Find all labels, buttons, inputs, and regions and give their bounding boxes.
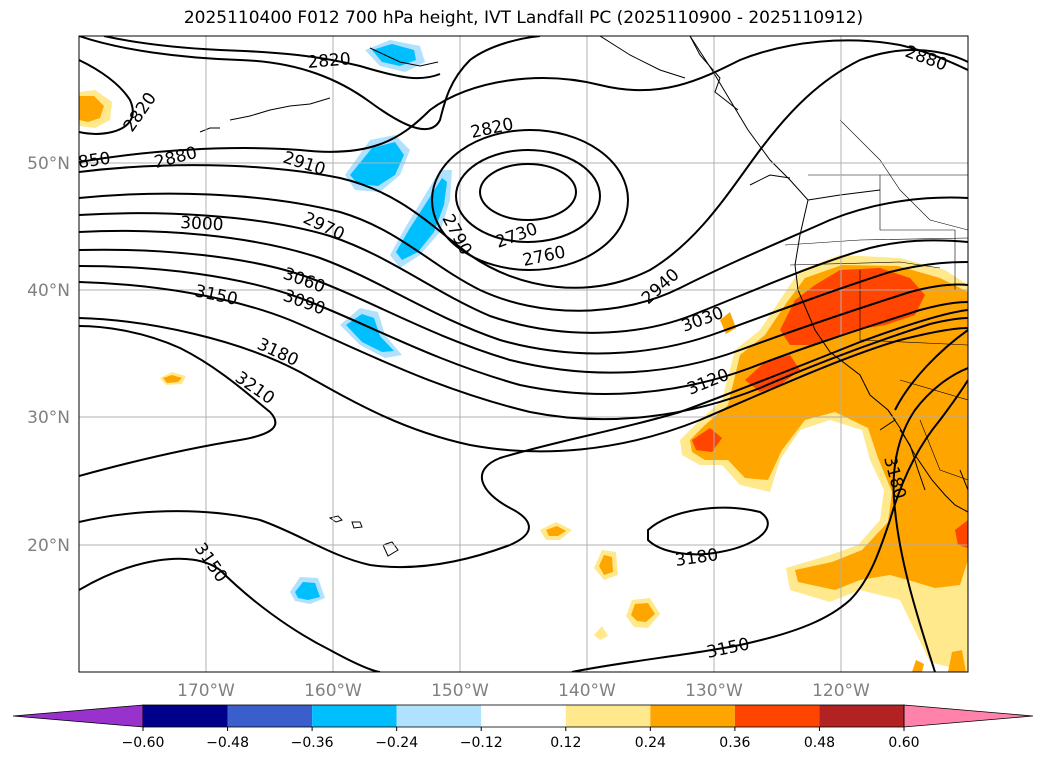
positive-ivt-shading	[79, 90, 968, 672]
colorbar-tick-label: 0.36	[719, 735, 750, 751]
lat-label: 50°N	[27, 154, 70, 174]
contour-label: 2820	[307, 49, 352, 73]
lon-label: 140°W	[558, 681, 616, 701]
colorbar-tick-label: 0.48	[804, 735, 835, 751]
colorbar-segment	[819, 705, 904, 727]
colorbar-extend-high	[903, 704, 1034, 728]
colorbar-tick-label: −0.36	[291, 735, 334, 751]
lon-label: 170°W	[177, 681, 235, 701]
colorbar-tick-label: −0.24	[375, 735, 418, 751]
height-contours	[79, 36, 968, 672]
map-title: 2025110400 F012 700 hPa height, IVT Land…	[183, 8, 864, 28]
colorbar-tick-label: 0.24	[635, 735, 666, 751]
colorbar-segment	[565, 705, 651, 727]
colorbar-segment	[143, 705, 228, 727]
colorbar-segment	[481, 705, 566, 727]
contour-label: 3000	[180, 213, 224, 235]
colorbar-tick-label: 0.60	[888, 735, 919, 751]
longitude-labels: 170°W 160°W 150°W 140°W 130°W 120°W	[177, 681, 870, 701]
lon-label: 120°W	[812, 681, 870, 701]
lon-label: 150°W	[431, 681, 489, 701]
gridlines	[79, 36, 968, 672]
colorbar-segment	[650, 705, 735, 727]
colorbar-extend-low	[12, 704, 144, 728]
coastlines	[199, 36, 968, 557]
borders	[784, 119, 968, 481]
lon-label: 160°W	[304, 681, 362, 701]
colorbar-outline	[142, 704, 905, 728]
latitude-labels: 50°N 40°N 30°N 20°N	[27, 154, 70, 556]
lon-label: 130°W	[685, 681, 743, 701]
map-frame	[78, 35, 969, 673]
contour-label: 850	[77, 149, 112, 173]
colorbar-segment	[312, 705, 397, 727]
colorbar: −0.60 −0.48 −0.36 −0.24 −0.12 0.12 0.24 0.36 0.4…	[12, 704, 1034, 751]
colorbar-tick-label: 0.12	[550, 735, 581, 751]
colorbar-segment	[734, 705, 820, 727]
lat-label: 20°N	[27, 536, 70, 556]
colorbar-tick-label: −0.60	[122, 735, 165, 751]
colorbar-segment	[227, 705, 313, 727]
colorbar-tick-label: −0.12	[460, 735, 503, 751]
map-panel: 2820 2820 2820 2880 2880 850 2910 3000 2…	[77, 36, 968, 672]
colorbar-tick-label: −0.48	[206, 735, 249, 751]
lat-label: 30°N	[27, 408, 70, 428]
lat-label: 40°N	[27, 281, 70, 301]
colorbar-segment	[396, 705, 482, 727]
